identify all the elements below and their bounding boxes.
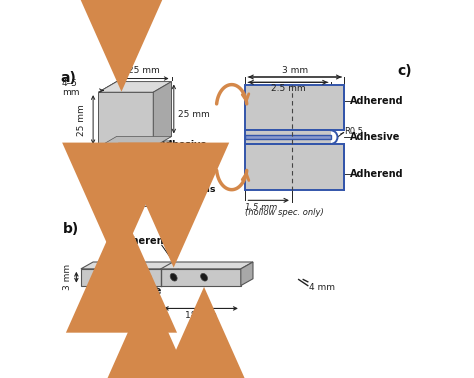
Ellipse shape bbox=[114, 273, 121, 281]
Polygon shape bbox=[246, 130, 331, 144]
Text: 4 mm: 4 mm bbox=[309, 283, 335, 291]
Text: b): b) bbox=[63, 222, 79, 236]
Polygon shape bbox=[99, 82, 172, 92]
Text: 25 mm: 25 mm bbox=[178, 110, 210, 119]
Text: 18 mm: 18 mm bbox=[185, 311, 217, 321]
Polygon shape bbox=[99, 92, 153, 147]
Text: Adherends: Adherends bbox=[159, 185, 217, 194]
Polygon shape bbox=[81, 262, 253, 269]
Text: c): c) bbox=[398, 65, 412, 79]
Polygon shape bbox=[81, 269, 241, 286]
Text: 25 mm: 25 mm bbox=[77, 104, 86, 135]
Polygon shape bbox=[241, 262, 253, 286]
Text: (hollow spec. only): (hollow spec. only) bbox=[246, 208, 324, 217]
Polygon shape bbox=[246, 85, 344, 130]
Text: Adherend: Adherend bbox=[350, 96, 403, 105]
Polygon shape bbox=[99, 136, 172, 147]
Polygon shape bbox=[99, 152, 153, 206]
Polygon shape bbox=[99, 147, 153, 152]
Text: R0.5: R0.5 bbox=[344, 127, 364, 136]
Text: 2.5 mm: 2.5 mm bbox=[271, 84, 305, 93]
Text: 4–5
mm: 4–5 mm bbox=[62, 79, 80, 97]
Text: 3 mm: 3 mm bbox=[63, 264, 72, 290]
Ellipse shape bbox=[170, 273, 177, 281]
Polygon shape bbox=[153, 141, 172, 206]
Text: Adhesive: Adhesive bbox=[350, 132, 400, 142]
Polygon shape bbox=[246, 135, 331, 139]
Text: 3 mm: 3 mm bbox=[282, 66, 308, 75]
Text: a): a) bbox=[60, 71, 76, 85]
Text: Adhesive: Adhesive bbox=[159, 139, 208, 149]
Text: 1.5 mm: 1.5 mm bbox=[246, 203, 278, 212]
Text: Adhesive: Adhesive bbox=[112, 286, 162, 296]
Text: Adherends: Adherends bbox=[118, 236, 178, 246]
Polygon shape bbox=[153, 82, 172, 147]
Text: 18 mm: 18 mm bbox=[105, 311, 137, 321]
Polygon shape bbox=[99, 141, 172, 152]
Text: Adherend: Adherend bbox=[350, 169, 403, 179]
Polygon shape bbox=[246, 144, 344, 190]
Ellipse shape bbox=[201, 273, 208, 281]
Ellipse shape bbox=[145, 273, 152, 281]
Text: 25 mm: 25 mm bbox=[128, 67, 160, 76]
